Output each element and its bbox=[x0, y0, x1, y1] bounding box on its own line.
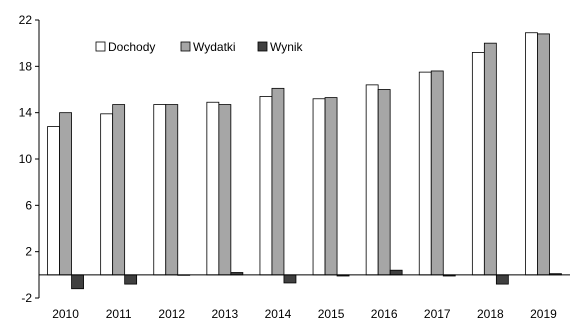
bar-wynik-2014 bbox=[283, 274, 297, 284]
bars bbox=[47, 32, 562, 290]
bar-dochody-2013 bbox=[206, 101, 220, 276]
bar-wynik-2016 bbox=[389, 269, 403, 276]
x-axis: 2010 2011 2012 2013 2014 2015 2016 2017 2018 2019 bbox=[39, 274, 570, 321]
bar-dochody-2019 bbox=[525, 32, 538, 276]
bar-dochody-2010 bbox=[47, 126, 60, 276]
bar-dochody-2016 bbox=[365, 84, 379, 276]
x-tick-label: 2017 bbox=[424, 307, 451, 321]
x-tick-label: 2010 bbox=[52, 307, 79, 321]
bar-wydatki-2016 bbox=[377, 89, 391, 276]
y-axis: -2 2 6 10 14 18 22 bbox=[19, 13, 40, 305]
bar-dochody-2012 bbox=[153, 104, 167, 276]
bar-dochody-2017 bbox=[418, 71, 432, 276]
bar-wydatki-2015 bbox=[324, 97, 338, 276]
x-tick-label: 2013 bbox=[211, 307, 238, 321]
y-tick-label: 6 bbox=[25, 198, 32, 212]
bar-wydatki-2013 bbox=[218, 104, 232, 276]
y-tick-label: -2 bbox=[21, 291, 32, 305]
x-tick-label: 2015 bbox=[318, 307, 345, 321]
bar-wynik-2018 bbox=[495, 274, 509, 285]
bar-dochody-2011 bbox=[100, 113, 114, 276]
x-tick-label: 2018 bbox=[477, 307, 504, 321]
y-tick-label: 10 bbox=[19, 152, 33, 166]
y-tick-label: 22 bbox=[19, 13, 33, 27]
bar-dochody-2014 bbox=[259, 96, 273, 276]
y-tick-label: 2 bbox=[25, 245, 32, 259]
bar-wydatki-2012 bbox=[165, 104, 179, 276]
legend-swatch-dochody bbox=[95, 41, 106, 52]
bar-wynik-2011 bbox=[124, 274, 138, 285]
bar-wydatki-2010 bbox=[59, 112, 72, 276]
bar-wydatki-2019 bbox=[537, 33, 550, 276]
bar-wynik-2010 bbox=[71, 274, 84, 290]
bar-wydatki-2011 bbox=[112, 104, 126, 276]
x-tick-label: 2011 bbox=[106, 307, 132, 321]
bar-wydatki-2014 bbox=[271, 87, 285, 276]
y-tick-label: 14 bbox=[19, 106, 33, 120]
bar-wydatki-2018 bbox=[483, 42, 497, 276]
x-tick-label: 2012 bbox=[158, 307, 185, 321]
legend-label-wydatki: Wydatki bbox=[193, 40, 236, 54]
x-tick-label: 2014 bbox=[265, 307, 292, 321]
bar-dochody-2018 bbox=[471, 52, 485, 276]
legend-label-wynik: Wynik bbox=[270, 40, 304, 54]
legend-label-dochody: Dochody bbox=[108, 40, 155, 54]
bar-wydatki-2017 bbox=[430, 70, 444, 276]
legend-swatch-wynik bbox=[257, 41, 268, 52]
legend: Dochody Wydatki Wynik bbox=[95, 40, 304, 54]
x-tick-label: 2016 bbox=[371, 307, 398, 321]
bar-dochody-2015 bbox=[312, 98, 326, 276]
x-tick-label: 2019 bbox=[530, 307, 557, 321]
y-tick-label: 18 bbox=[19, 59, 33, 73]
legend-swatch-wydatki bbox=[180, 41, 191, 52]
